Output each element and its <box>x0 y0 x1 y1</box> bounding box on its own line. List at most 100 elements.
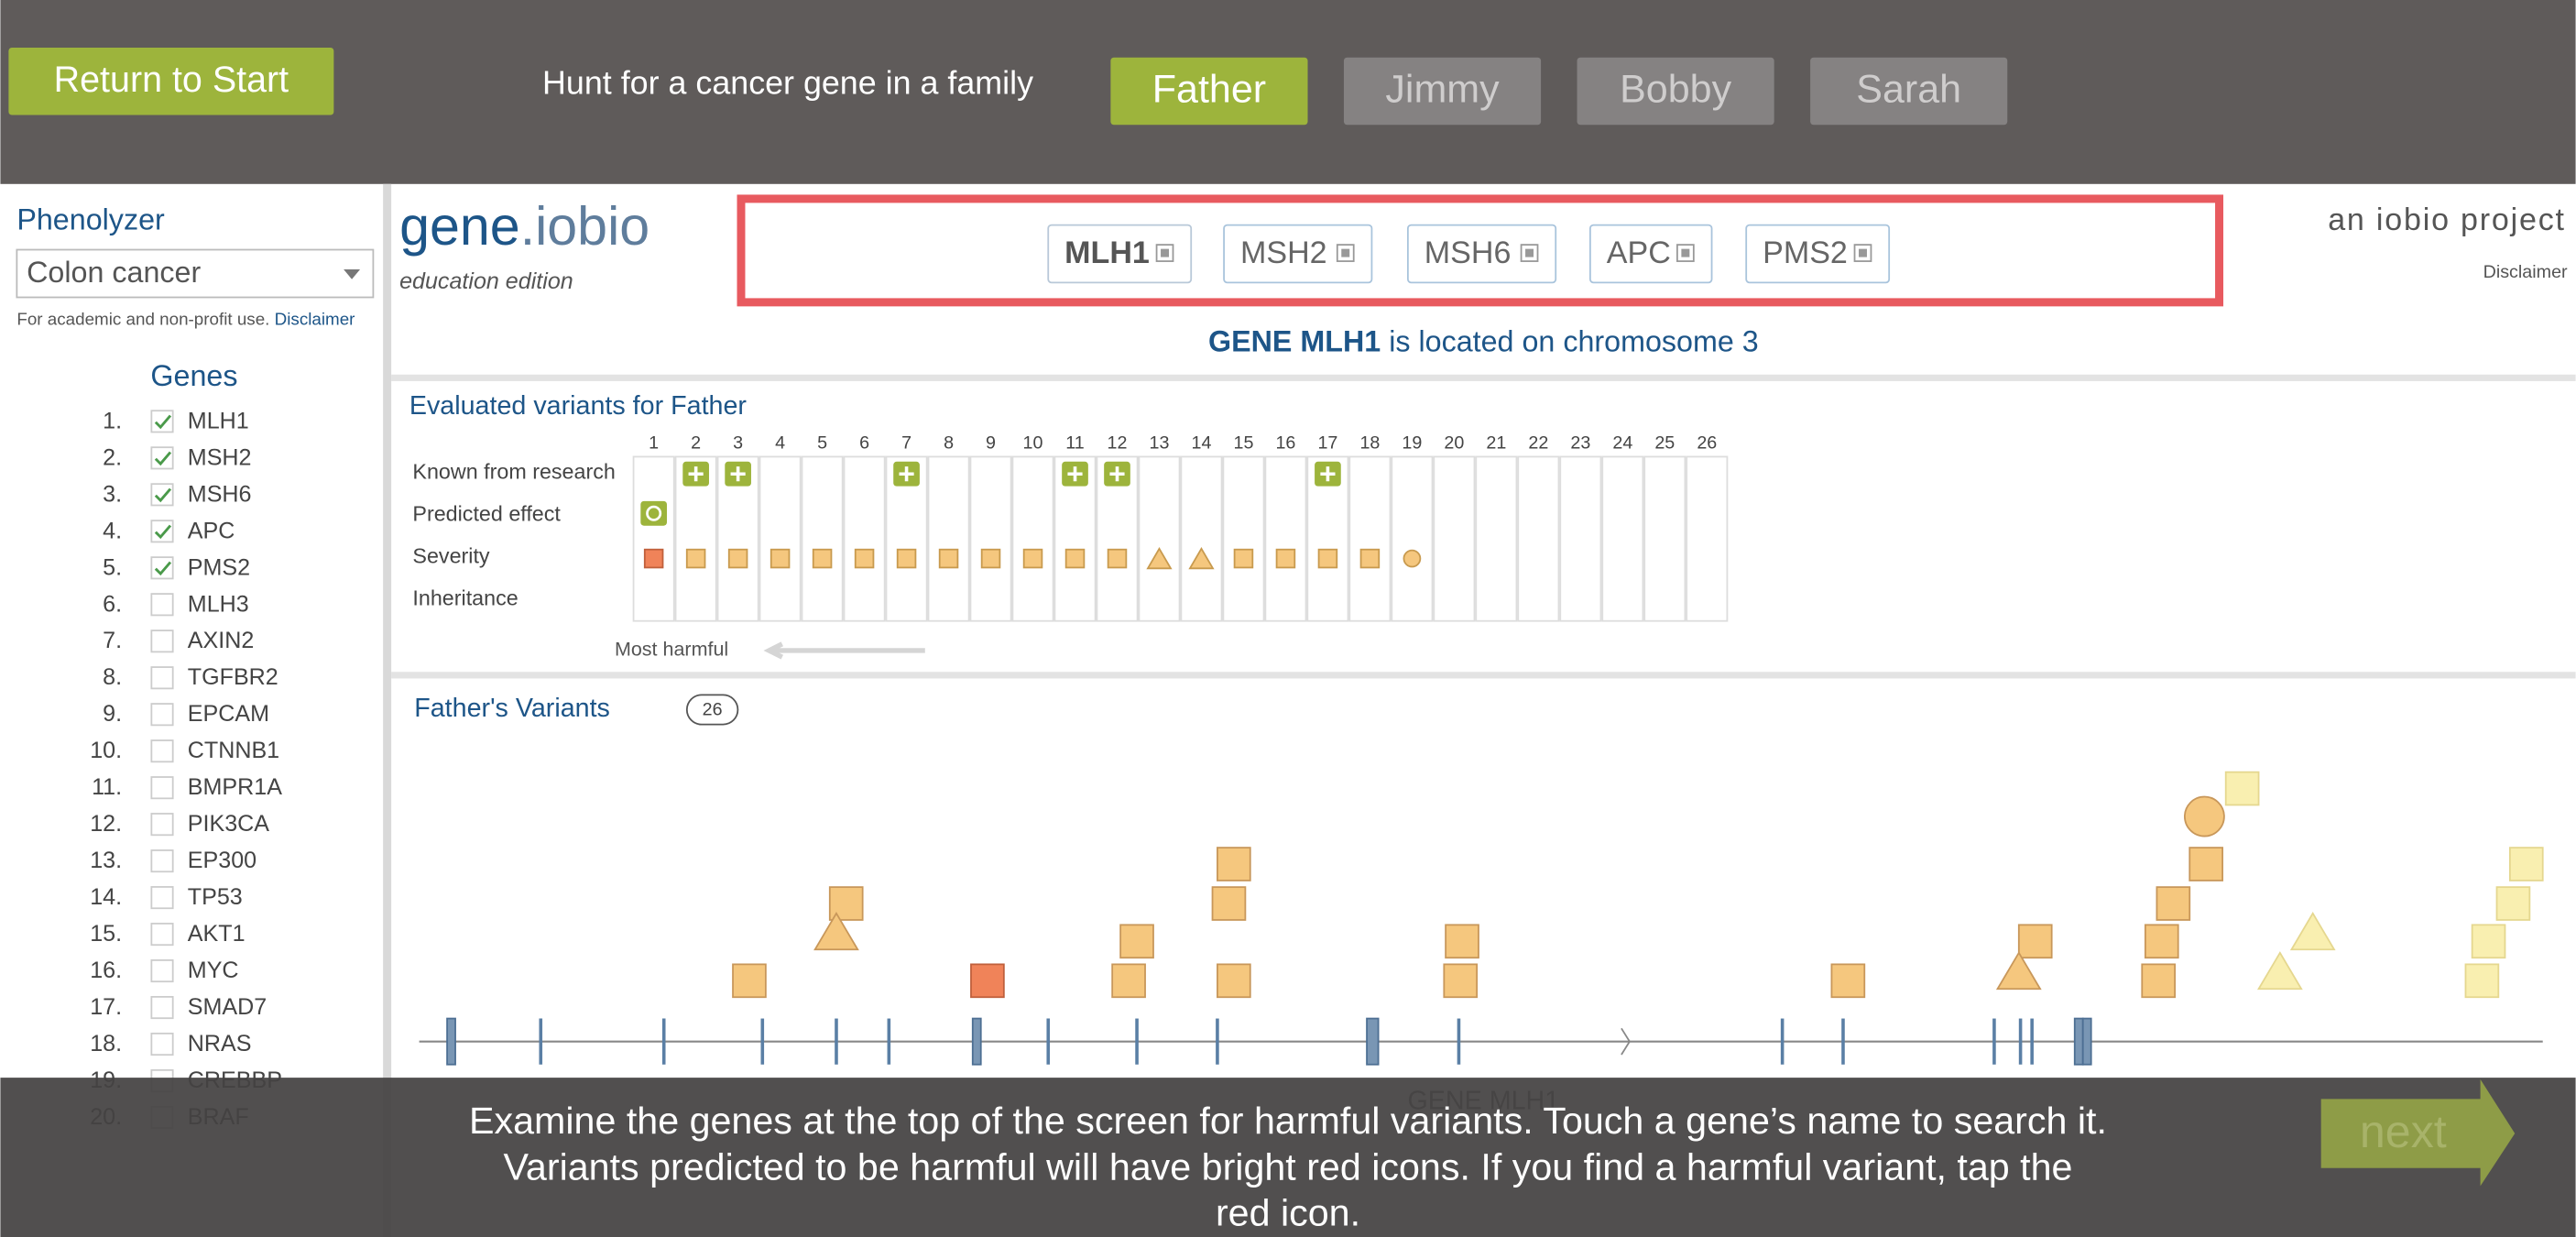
variant-square[interactable] <box>2495 886 2531 921</box>
gene-name[interactable]: APC <box>188 518 235 543</box>
variant-column[interactable] <box>843 455 886 622</box>
gene-name[interactable]: EP300 <box>188 848 257 873</box>
variant-column[interactable] <box>927 455 970 622</box>
gene-tab-label[interactable]: PMS2 <box>1763 235 1848 270</box>
return-button-label[interactable]: Return to Start <box>54 60 289 100</box>
gene-checkbox[interactable] <box>150 923 174 947</box>
gene-name[interactable]: MLH3 <box>188 591 249 617</box>
gene-tab-label[interactable]: MLH1 <box>1064 235 1150 270</box>
variant-square[interactable] <box>2017 924 2053 959</box>
variant-square[interactable] <box>1445 924 1479 959</box>
gene-checkbox[interactable] <box>150 556 174 580</box>
variant-square[interactable] <box>1119 924 1154 959</box>
gene-checkbox[interactable] <box>150 483 174 507</box>
gene-checkbox[interactable] <box>150 446 174 470</box>
variant-column[interactable] <box>1138 455 1181 622</box>
variant-square[interactable] <box>2156 886 2191 921</box>
variant-square[interactable] <box>1830 963 1866 999</box>
variant-square[interactable] <box>2464 963 2500 999</box>
next-label[interactable]: next <box>2360 1106 2447 1157</box>
variant-square[interactable] <box>2508 847 2544 881</box>
variant-circle[interactable] <box>2183 795 2225 837</box>
variant-square[interactable] <box>2189 847 2224 881</box>
variant-square[interactable] <box>1111 963 1146 999</box>
gene-checkbox[interactable] <box>150 739 174 763</box>
gene-name[interactable]: PIK3CA <box>188 811 269 837</box>
family-button[interactable] <box>1577 57 1774 126</box>
gene-tab[interactable] <box>1406 224 1557 284</box>
variant-column[interactable] <box>1433 455 1476 622</box>
variant-column[interactable] <box>1222 455 1265 622</box>
gene-name[interactable]: TGFBR2 <box>188 664 278 690</box>
family-button-label[interactable]: Jimmy <box>1385 68 1500 112</box>
gene-name[interactable]: CTNNB1 <box>188 738 279 763</box>
variant-triangle[interactable] <box>2256 951 2303 991</box>
variant-column[interactable] <box>1180 455 1223 622</box>
variant-column[interactable] <box>1643 455 1686 622</box>
gene-tab[interactable] <box>1588 224 1713 284</box>
variant-column[interactable] <box>1601 455 1644 622</box>
disclaimer-link[interactable]: Disclaimer <box>275 310 355 329</box>
variant-column[interactable] <box>1559 455 1602 622</box>
gene-checkbox[interactable] <box>150 1032 174 1056</box>
variant-square[interactable] <box>970 963 1005 999</box>
family-button-label[interactable]: Bobby <box>1620 68 1731 112</box>
gene-checkbox[interactable] <box>150 776 174 800</box>
variant-square[interactable] <box>1443 963 1479 999</box>
gene-checkbox[interactable] <box>150 886 174 910</box>
gene-name[interactable]: NRAS <box>188 1031 252 1056</box>
gene-checkbox[interactable] <box>150 629 174 653</box>
gene-checkbox[interactable] <box>150 593 174 617</box>
gene-checkbox[interactable] <box>150 959 174 983</box>
variant-column[interactable] <box>759 455 802 622</box>
variant-column[interactable] <box>1517 455 1560 622</box>
variant-column[interactable] <box>1011 455 1054 622</box>
gene-name[interactable]: MLH1 <box>188 408 249 433</box>
gene-tab[interactable] <box>1745 224 1891 284</box>
gene-checkbox[interactable] <box>150 410 174 433</box>
variant-column[interactable] <box>632 455 675 622</box>
gene-tab[interactable] <box>1223 224 1373 284</box>
variant-column[interactable] <box>1475 455 1518 622</box>
gene-checkbox[interactable] <box>150 849 174 873</box>
gene-name[interactable]: PMS2 <box>188 554 250 580</box>
gene-tab[interactable] <box>1047 224 1193 284</box>
gene-name[interactable]: EPCAM <box>188 701 269 727</box>
gene-tab-label[interactable]: APC <box>1607 235 1671 270</box>
variant-square[interactable] <box>2471 924 2506 959</box>
gene-name[interactable]: MSH6 <box>188 481 252 507</box>
gene-checkbox[interactable] <box>150 995 174 1020</box>
gene-name[interactable]: MYC <box>188 958 239 983</box>
gene-name[interactable]: TP53 <box>188 884 243 910</box>
gene-checkbox[interactable] <box>150 703 174 727</box>
gene-name[interactable]: AKT1 <box>188 921 246 947</box>
variant-column[interactable] <box>801 455 844 622</box>
variant-triangle[interactable] <box>2289 912 2336 951</box>
variant-column[interactable] <box>1264 455 1307 622</box>
gene-checkbox[interactable] <box>150 666 174 690</box>
variant-square[interactable] <box>2224 771 2260 806</box>
family-button-label[interactable]: Sarah <box>1856 68 1961 112</box>
variant-column[interactable] <box>1096 455 1139 622</box>
gene-tab-label[interactable]: MSH2 <box>1240 235 1327 270</box>
variant-square[interactable] <box>732 963 767 999</box>
variant-square[interactable] <box>1217 847 1251 881</box>
return-button[interactable] <box>8 47 334 115</box>
gene-checkbox[interactable] <box>150 813 174 837</box>
variant-column[interactable] <box>969 455 1012 622</box>
variant-column[interactable] <box>1391 455 1434 622</box>
project-disclaimer[interactable]: Disclaimer <box>2483 262 2568 282</box>
variant-triangle[interactable] <box>813 912 859 951</box>
family-button-label[interactable]: Father <box>1152 68 1266 112</box>
search-value[interactable]: Colon cancer <box>27 256 201 289</box>
gene-name[interactable]: SMAD7 <box>188 994 267 1020</box>
gene-tab-label[interactable]: MSH6 <box>1424 235 1512 270</box>
variant-square[interactable] <box>1217 963 1251 999</box>
variant-column[interactable] <box>1686 455 1729 622</box>
variant-square[interactable] <box>2141 963 2177 999</box>
gene-checkbox[interactable] <box>150 520 174 543</box>
gene-name[interactable]: AXIN2 <box>188 628 254 653</box>
family-button[interactable] <box>1110 57 1308 126</box>
next-button[interactable] <box>2320 1078 2516 1187</box>
variant-square[interactable] <box>2144 924 2179 959</box>
